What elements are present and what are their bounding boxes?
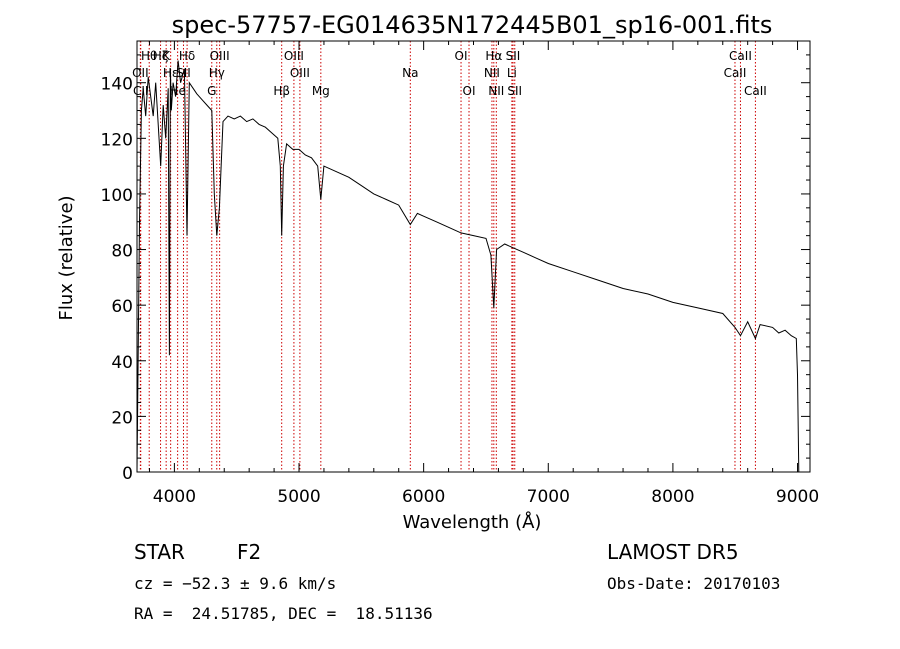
x-tick-label-5000: 5000	[277, 487, 320, 507]
observation-date: Obs-Date: 20170103	[607, 574, 781, 593]
y-axis-ticks: 0 20 40 60 80 100 120 140	[101, 54, 810, 484]
y-tick-label-120: 120	[101, 130, 133, 150]
line-label-9: G	[207, 84, 216, 98]
x-tick-label-9000: 9000	[776, 487, 819, 507]
emission-line-markers	[139, 41, 756, 472]
line-label-24: SII	[507, 84, 522, 98]
line-label-11: OIII	[210, 49, 230, 63]
line-label-18: OI	[463, 84, 476, 98]
line-label-14: OIII	[290, 66, 310, 80]
line-label-23: SII	[506, 49, 521, 63]
y-tick-label-80: 80	[111, 242, 133, 262]
line-label-17: OI	[455, 49, 468, 63]
line-label-8: Hδ	[179, 49, 195, 63]
spectrum-chart: spec-57757-EG014635N172445B01_sp16-001.f…	[56, 11, 819, 533]
chart-title: spec-57757-EG014635N172445B01_sp16-001.f…	[172, 11, 773, 39]
x-axis-label: Wavelength (Å)	[403, 511, 542, 533]
line-label-19: NII	[484, 66, 500, 80]
x-tick-label-7000: 7000	[527, 487, 570, 507]
survey-name: LAMOST DR5	[607, 540, 739, 564]
line-label-25: CaII	[724, 66, 747, 80]
line-label-2: Hθ	[141, 49, 157, 63]
line-label-26: CaII	[729, 49, 752, 63]
x-tick-label-6000: 6000	[402, 487, 445, 507]
object-subclass: F2	[237, 540, 262, 564]
line-label-20: Hα	[485, 49, 502, 63]
y-tick-label-0: 0	[122, 464, 133, 484]
line-label-15: Mg	[312, 84, 330, 98]
x-tick-label-4000: 4000	[153, 487, 196, 507]
line-label-13: OIII	[284, 49, 304, 63]
line-label-12: Hβ	[273, 84, 290, 98]
line-label-4: K	[162, 49, 171, 63]
x-tick-label-8000: 8000	[651, 487, 694, 507]
line-label-22: Li	[507, 66, 517, 80]
x-axis-ticks: 4000 5000 6000 7000 8000 9000	[148, 41, 819, 507]
y-tick-label-140: 140	[101, 75, 133, 95]
y-tick-label-40: 40	[111, 353, 133, 373]
line-label-1: CII	[133, 84, 148, 98]
y-tick-label-100: 100	[101, 186, 133, 206]
line-label-0: OII	[132, 66, 149, 80]
object-class: STAR	[134, 540, 185, 564]
coordinates-ra-dec: RA = 24.51785, DEC = 18.51136	[134, 604, 433, 623]
line-label-3: Hζ	[153, 49, 169, 63]
y-tick-label-60: 60	[111, 297, 133, 317]
y-axis-label: Flux (relative)	[56, 195, 77, 320]
line-label-16: Na	[402, 66, 418, 80]
line-label-27: CaII	[744, 84, 767, 98]
emission-line-labels: OIICIIHθHζKHεHeSIIHδGHγOIIIHβOIIIOIIIMgN…	[132, 49, 767, 98]
spectrum-line	[136, 60, 800, 473]
plot-frame	[136, 40, 811, 473]
redshift-cz: cz = −52.3 ± 9.6 km/s	[134, 574, 337, 593]
line-label-10: Hγ	[209, 66, 225, 80]
line-label-21: NII	[488, 84, 504, 98]
y-tick-label-20: 20	[111, 408, 133, 428]
